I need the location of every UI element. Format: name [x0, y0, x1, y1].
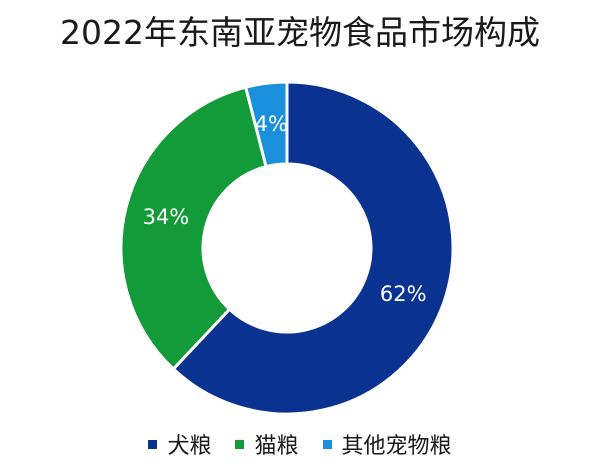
legend-swatch-3: [322, 439, 332, 449]
chart-title: 2022年东南亚宠物食品市场构成: [60, 13, 540, 52]
legend-swatch-1: [148, 439, 158, 449]
donut-slice-1: [171, 80, 455, 416]
chart-legend: 犬粮 猫粮 其他宠物粮: [0, 428, 600, 460]
slice-label-1: 62%: [380, 282, 427, 306]
legend-swatch-2: [235, 439, 245, 449]
legend-label-1: 犬粮: [167, 434, 212, 459]
slice-label-2: 34%: [143, 205, 190, 229]
donut-slice-2: [119, 85, 268, 372]
legend-item-3: 其他宠物粮: [322, 428, 452, 460]
legend-item-1: 犬粮: [148, 428, 211, 460]
legend-label-3: 其他宠物粮: [341, 434, 452, 459]
slice-label-3: 4%: [255, 112, 288, 136]
donut-slice-3: [243, 80, 289, 169]
legend-label-2: 猫粮: [254, 434, 299, 459]
legend-item-2: 猫粮: [235, 428, 299, 460]
